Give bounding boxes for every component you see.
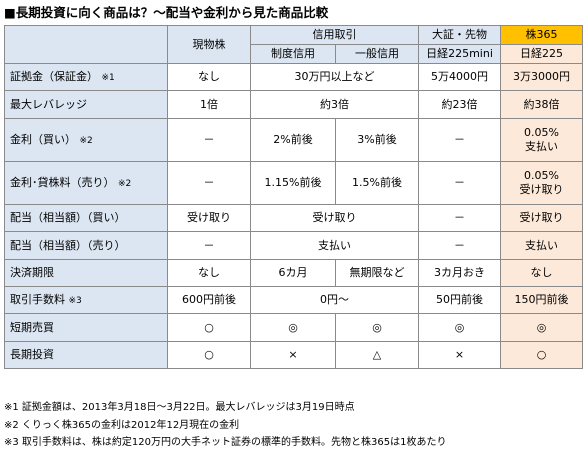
cell-ippan: ◎ xyxy=(335,313,419,342)
cell-daisho: 5万4000円 xyxy=(418,63,501,91)
cell-daisho: － xyxy=(418,118,501,162)
cell-kabu365: 0.05% 支払い xyxy=(500,118,583,162)
header-corner xyxy=(4,25,168,64)
cell-daisho: 約23倍 xyxy=(418,90,501,119)
cell-ippan: 3%前後 xyxy=(335,118,419,162)
header-daisho: 大証・先物 xyxy=(418,25,501,45)
row-label: 決済期限 xyxy=(4,259,168,287)
row-label: 金利（買い） ※2 xyxy=(4,118,168,162)
cell-genbutsu: ○ xyxy=(167,313,251,342)
cell-daisho: 50円前後 xyxy=(418,286,501,314)
table-row: 長期投資 ○ × △ × ○ xyxy=(4,341,583,369)
cell-genbutsu: 1倍 xyxy=(167,90,251,119)
cell-kabu365: 支払い xyxy=(500,231,583,260)
table-row: 金利･貸株料（売り） ※2 － 1.15%前後 1.5%前後 － 0.05% 受け… xyxy=(4,161,583,205)
cell-kabu365: 0.05% 受け取り xyxy=(500,161,583,205)
row-note: ※2 xyxy=(118,178,132,189)
cell-seido: 6カ月 xyxy=(250,259,336,287)
cell-shinyo: 約3倍 xyxy=(250,90,419,119)
cell-ippan: △ xyxy=(335,341,419,369)
cell-kabu365: なし xyxy=(500,259,583,287)
header-daisho-sub: 日経225mini xyxy=(418,44,501,64)
cell-seido: × xyxy=(250,341,336,369)
footnotes: ※1 証拠金額は、2013年3月18日～3月22日。最大レバレッジは3月19日時… xyxy=(4,399,584,452)
row-note: ※2 xyxy=(79,135,93,146)
row-label: 配当（相当額）（売り） xyxy=(4,231,168,260)
cell-genbutsu: － xyxy=(167,231,251,260)
row-label: 取引手数料 ※3 xyxy=(4,286,168,314)
footnote-1: ※1 証拠金額は、2013年3月18日～3月22日。最大レバレッジは3月19日時… xyxy=(4,402,355,413)
header-ippan: 一般信用 xyxy=(335,44,419,64)
table-row: 配当（相当額）（売り） － 支払い － 支払い xyxy=(4,231,583,260)
table-row: 決済期限 なし 6カ月 無期限など 3カ月おき なし xyxy=(4,259,583,287)
row-note: ※3 xyxy=(68,295,82,306)
cell-ippan: 無期限など xyxy=(335,259,419,287)
cell-ippan: 1.5%前後 xyxy=(335,161,419,205)
cell-kabu365: 3万3000円 xyxy=(500,63,583,91)
cell-kabu365: ○ xyxy=(500,341,583,369)
row-note: ※1 xyxy=(101,72,115,83)
cell-shinyo: 30万円以上など xyxy=(250,63,419,91)
page-title: ■長期投資に向く商品は？～配当や金利から見た商品比較 xyxy=(4,5,329,20)
cell-daisho: － xyxy=(418,231,501,260)
row-label: 証拠金（保証金） ※1 xyxy=(4,63,168,91)
footnote-3: ※3 取引手数料は、株は約定120万円の大手ネット証券の標準的手数料。先物と株3… xyxy=(4,437,447,448)
cell-kabu365: 150円前後 xyxy=(500,286,583,314)
cell-shinyo: 0円～ xyxy=(250,286,419,314)
cell-genbutsu: なし xyxy=(167,63,251,91)
cell-daisho: － xyxy=(418,204,501,232)
cell-kabu365: 約38倍 xyxy=(500,90,583,119)
cell-kabu365: 受け取り xyxy=(500,204,583,232)
cell-daisho: － xyxy=(418,161,501,205)
row-label: 最大レバレッジ xyxy=(4,90,168,119)
table-row: 取引手数料 ※3 600円前後 0円～ 50円前後 150円前後 xyxy=(4,286,583,314)
cell-genbutsu: ○ xyxy=(167,341,251,369)
footnote-2: ※2 くりっく株365の金利は2012年12月現在の金利 xyxy=(4,419,240,431)
table-row: 金利（買い） ※2 － 2%前後 3%前後 － 0.05% 支払い xyxy=(4,118,583,162)
row-label: 配当（相当額）（買い） xyxy=(4,204,168,232)
comparison-table: 現物株 信用取引 大証・先物 株365 制度信用 一般信用 日経225mini … xyxy=(4,25,583,369)
header-seido: 制度信用 xyxy=(250,44,336,64)
header-genbutsu: 現物株 xyxy=(167,25,251,64)
cell-genbutsu: － xyxy=(167,161,251,205)
cell-shinyo: 受け取り xyxy=(250,204,419,232)
cell-seido: 2%前後 xyxy=(250,118,336,162)
cell-daisho: ◎ xyxy=(418,313,501,342)
header-kabu365-sub: 日経225 xyxy=(500,44,583,64)
cell-daisho: 3カ月おき xyxy=(418,259,501,287)
cell-daisho: × xyxy=(418,341,501,369)
table-row: 短期売買 ○ ◎ ◎ ◎ ◎ xyxy=(4,313,583,342)
cell-genbutsu: － xyxy=(167,118,251,162)
row-label: 長期投資 xyxy=(4,341,168,369)
header-kabu365: 株365 xyxy=(500,25,583,45)
cell-shinyo: 支払い xyxy=(250,231,419,260)
cell-kabu365: ◎ xyxy=(500,313,583,342)
cell-seido: ◎ xyxy=(250,313,336,342)
row-label: 金利･貸株料（売り） ※2 xyxy=(4,161,168,205)
table-row: 最大レバレッジ 1倍 約3倍 約23倍 約38倍 xyxy=(4,90,583,119)
row-label: 短期売買 xyxy=(4,313,168,342)
cell-genbutsu: 受け取り xyxy=(167,204,251,232)
cell-genbutsu: 600円前後 xyxy=(167,286,251,314)
cell-genbutsu: なし xyxy=(167,259,251,287)
cell-seido: 1.15%前後 xyxy=(250,161,336,205)
table-row: 配当（相当額）（買い） 受け取り 受け取り － 受け取り xyxy=(4,204,583,232)
header-shinyo: 信用取引 xyxy=(250,25,419,45)
table-row: 証拠金（保証金） ※1 なし 30万円以上など 5万4000円 3万3000円 xyxy=(4,63,583,91)
